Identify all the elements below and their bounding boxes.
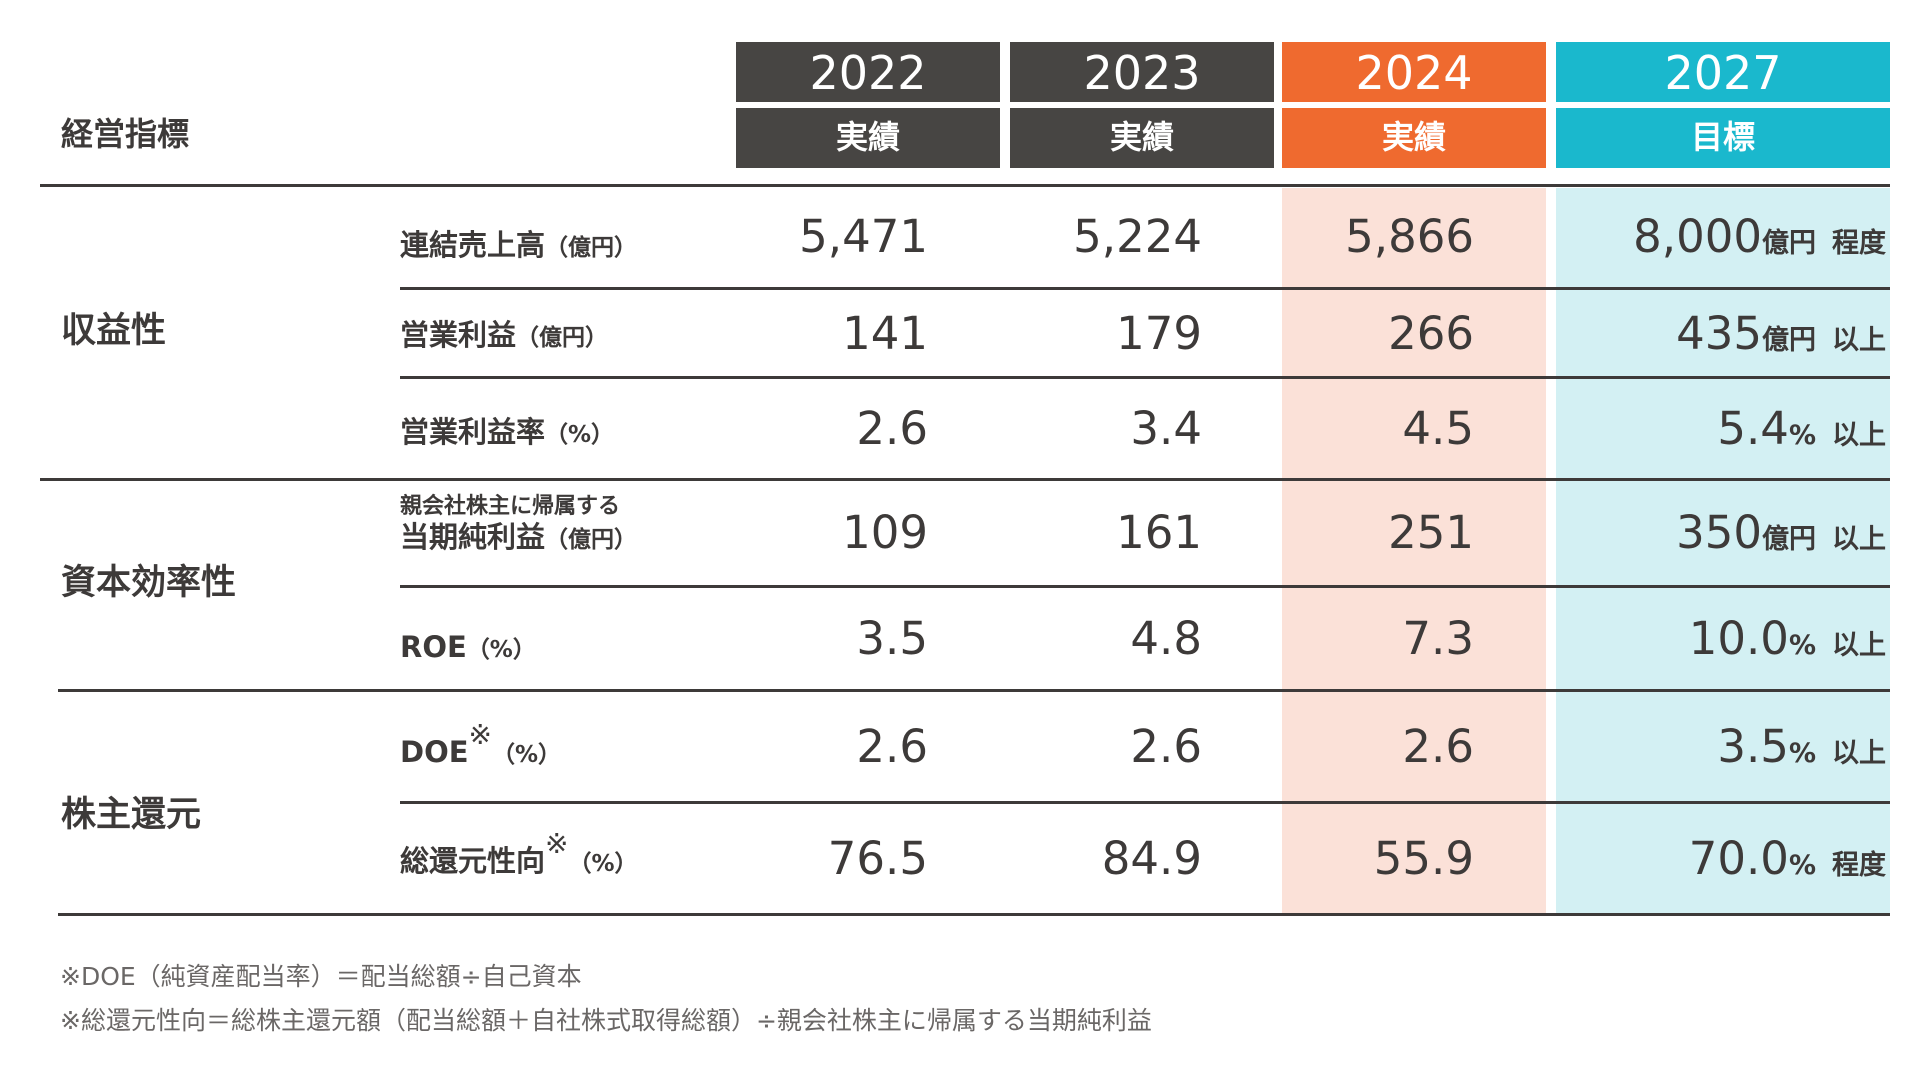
- column-2027-highlight: [1556, 188, 1890, 916]
- value-2022: 2.6: [856, 402, 928, 455]
- footnote-total-return: ※総還元性向＝総株主還元額（配当総額＋自社株式取得総額）÷親会社株主に帰属する当…: [60, 1006, 1152, 1035]
- value-2022: 3.5: [856, 612, 928, 665]
- status-label: 実績: [1010, 108, 1274, 168]
- value-2023: 3.4: [1130, 402, 1202, 455]
- year-label: 2027: [1556, 42, 1890, 102]
- target-2027: 5.4% 以上: [1717, 402, 1886, 455]
- value-2024: 251: [1388, 506, 1474, 559]
- footnote-mark: ※: [545, 827, 569, 860]
- status-label: 目標: [1556, 108, 1890, 168]
- status-label: 実績: [736, 108, 1000, 168]
- row-divider: [400, 376, 1890, 379]
- footnote-doe: ※DOE（純資産配当率）＝配当総額÷自己資本: [60, 962, 582, 991]
- row-divider: [400, 801, 1890, 804]
- value-2023: 84.9: [1101, 832, 1202, 885]
- indicator-label: 親会社株主に帰属する 当期純利益（億円）: [400, 494, 638, 554]
- table-bottom-rule: [58, 913, 1890, 916]
- column-header-2022: 2022 実績: [736, 42, 1000, 168]
- row-divider: [400, 585, 1890, 588]
- year-label: 2023: [1010, 42, 1274, 102]
- value-2024: 266: [1388, 307, 1474, 360]
- value-2022: 5,471: [799, 210, 928, 263]
- value-2022: 109: [842, 506, 928, 559]
- column-header-2023: 2023 実績: [1010, 42, 1274, 168]
- target-2027: 8,000億円 程度: [1633, 210, 1886, 263]
- value-2022: 2.6: [856, 720, 928, 773]
- value-2024: 7.3: [1402, 612, 1474, 665]
- value-2024: 55.9: [1373, 832, 1474, 885]
- column-header-2024: 2024 実績: [1282, 42, 1546, 168]
- value-2024: 5,866: [1345, 210, 1474, 263]
- indicator-label: DOE※（%）: [400, 718, 562, 769]
- year-label: 2024: [1282, 42, 1546, 102]
- category-shareholder-return: 株主還元: [61, 795, 202, 835]
- value-2022: 76.5: [827, 832, 928, 885]
- table-top-rule: [40, 184, 1890, 187]
- target-2027: 3.5% 以上: [1717, 720, 1886, 773]
- value-2023: 2.6: [1130, 720, 1202, 773]
- column-2024-highlight: [1282, 188, 1546, 916]
- target-2027: 435億円 以上: [1676, 307, 1886, 360]
- indicator-label: ROE（%）: [400, 630, 536, 664]
- category-capital-efficiency: 資本効率性: [61, 563, 237, 603]
- indicator-label: 総還元性向※（%）: [400, 827, 638, 878]
- target-2027: 10.0% 以上: [1688, 612, 1886, 665]
- indicator-label: 連結売上高（億円）: [400, 228, 638, 262]
- value-2022: 141: [842, 307, 928, 360]
- row-divider: [400, 287, 1890, 290]
- column-header-2027: 2027 目標: [1556, 42, 1890, 168]
- indicator-label: 営業利益（億円）: [400, 318, 609, 352]
- target-2027: 350億円 以上: [1676, 506, 1886, 559]
- section-divider: [40, 478, 1890, 481]
- section-divider: [58, 689, 1890, 692]
- value-2023: 161: [1116, 506, 1202, 559]
- value-2024: 2.6: [1402, 720, 1474, 773]
- year-label: 2022: [736, 42, 1000, 102]
- category-profitability: 収益性: [61, 311, 167, 351]
- indicator-label: 営業利益率（%）: [400, 415, 615, 449]
- target-2027: 70.0% 程度: [1688, 832, 1886, 885]
- value-2023: 5,224: [1073, 210, 1202, 263]
- status-label: 実績: [1282, 108, 1546, 168]
- value-2023: 179: [1116, 307, 1202, 360]
- value-2024: 4.5: [1402, 402, 1474, 455]
- value-2023: 4.8: [1130, 612, 1202, 665]
- footnote-mark: ※: [468, 718, 493, 751]
- metric-header-label: 経営指標: [61, 115, 190, 153]
